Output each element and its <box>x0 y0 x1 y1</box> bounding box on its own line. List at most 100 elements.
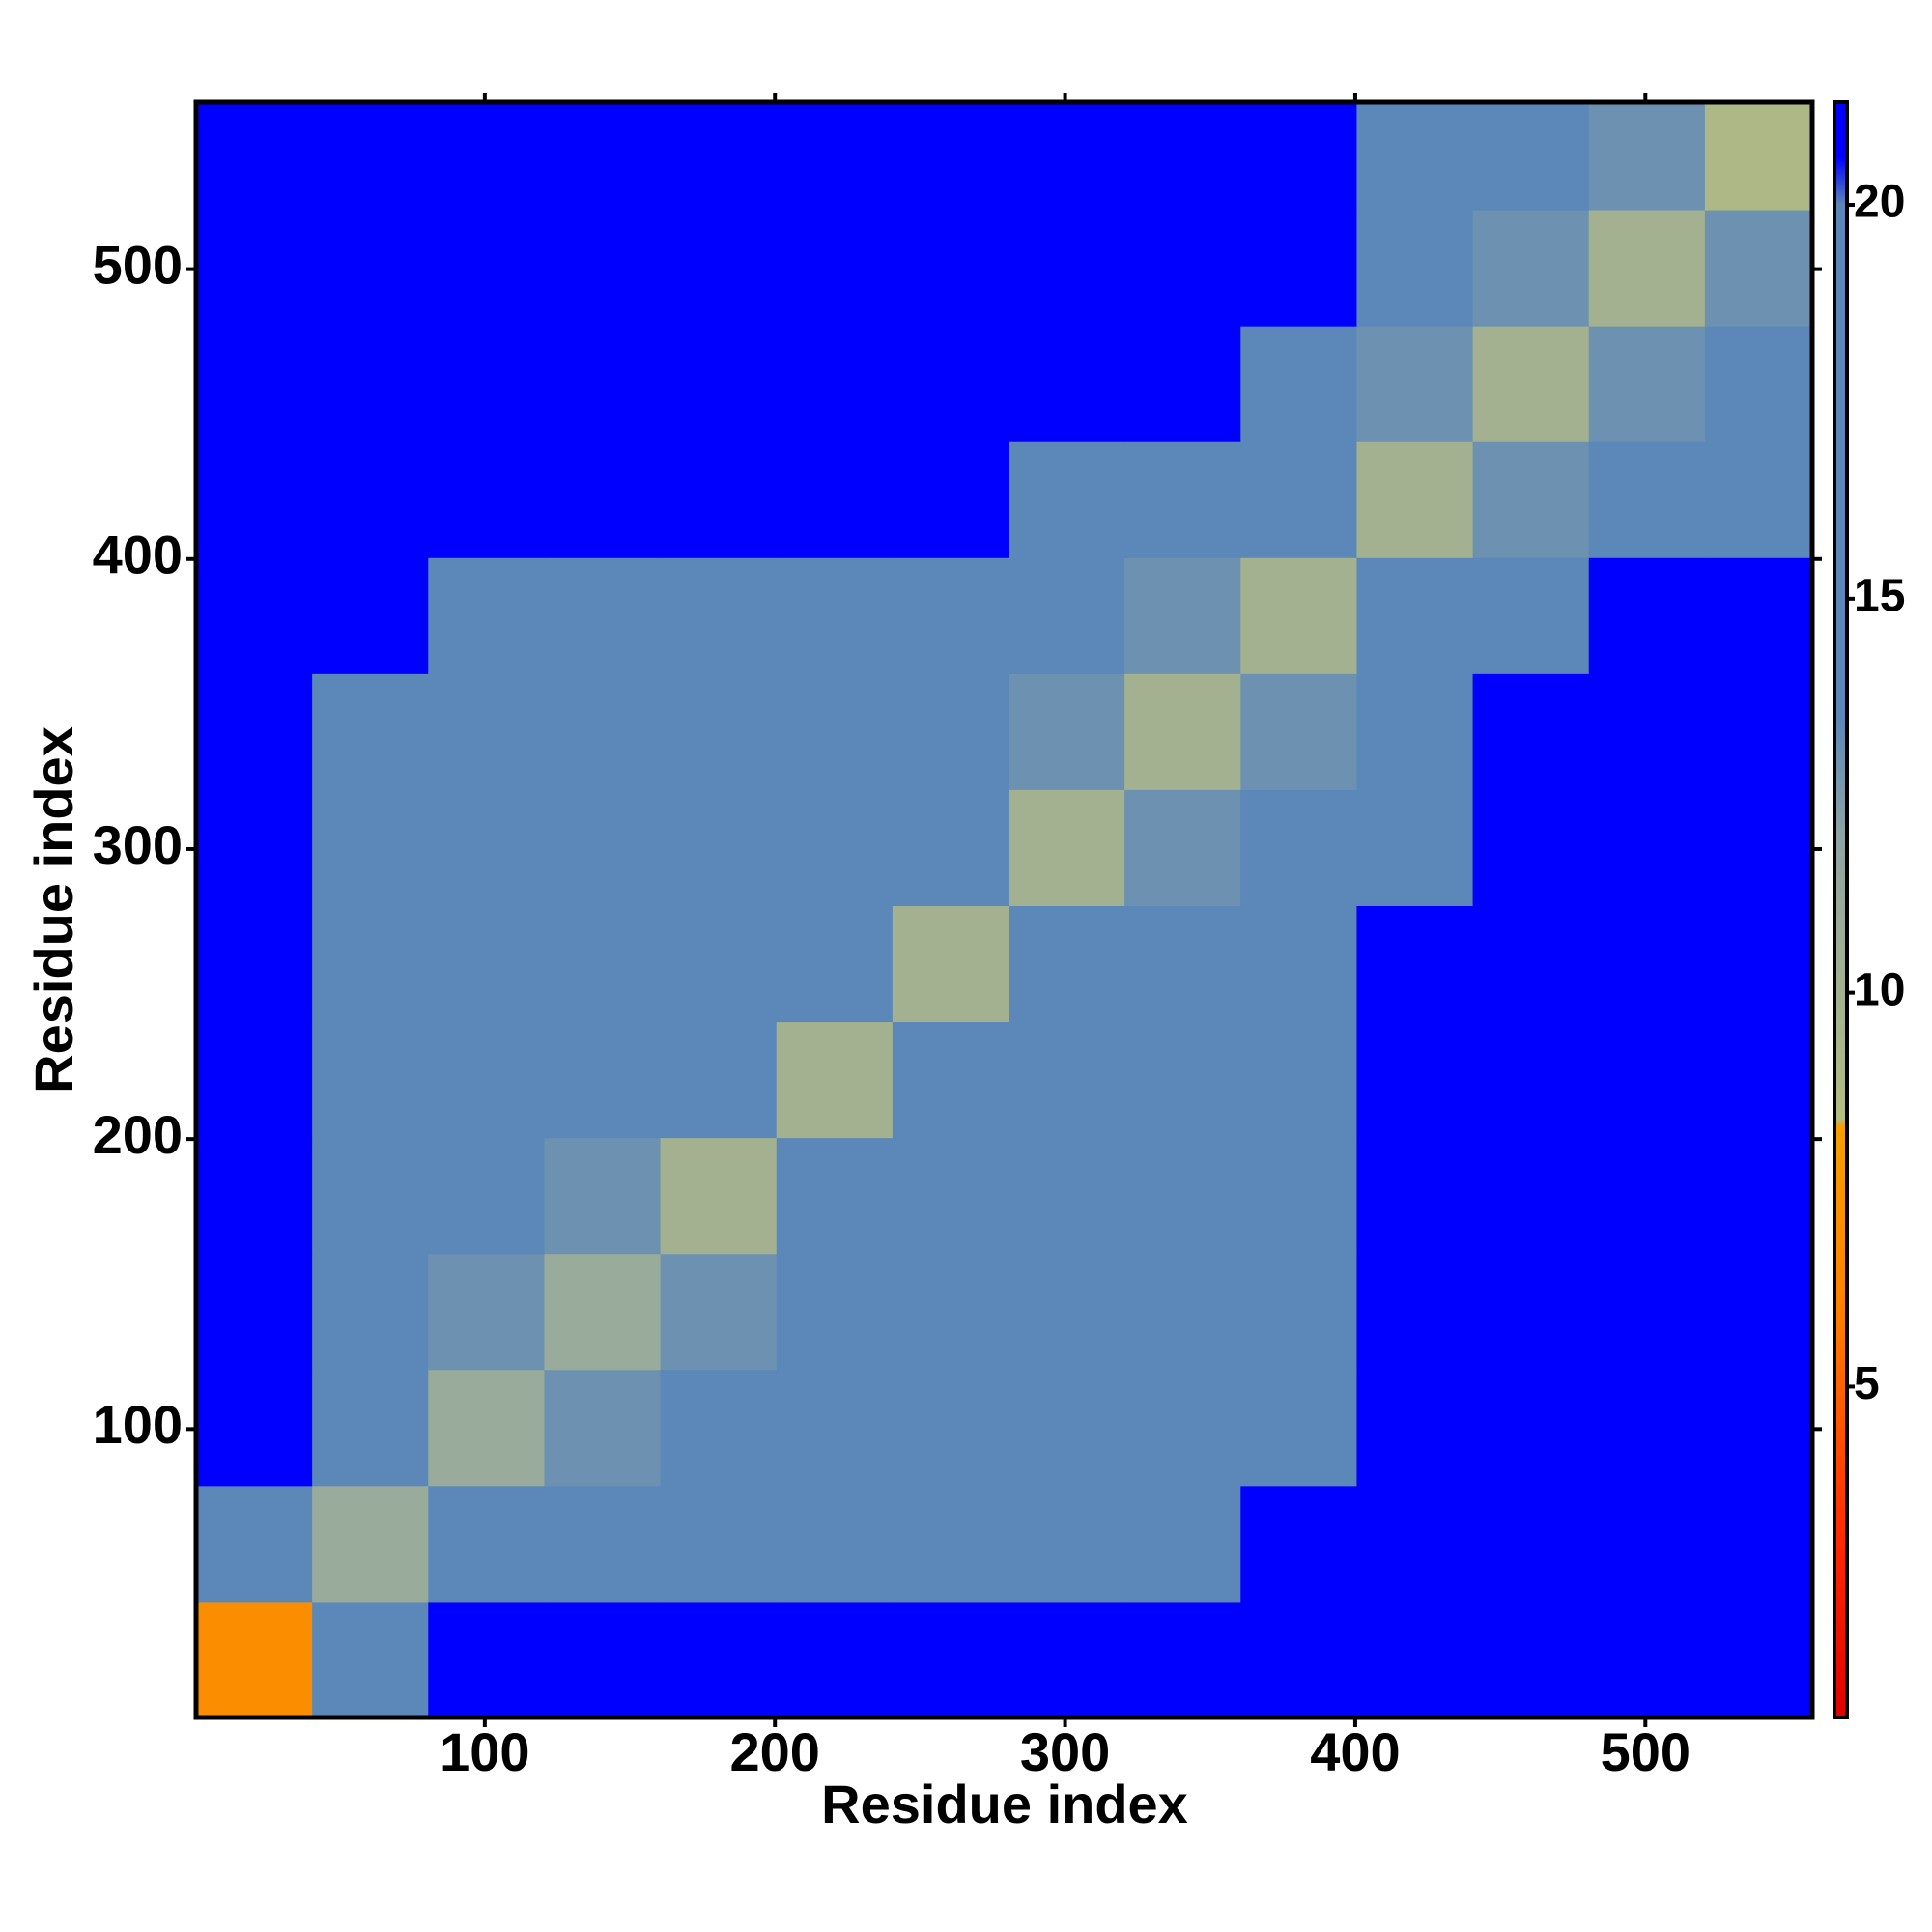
heatmap-cell <box>428 673 545 790</box>
heatmap-cell <box>312 557 429 674</box>
heatmap-cell <box>1124 326 1241 442</box>
heatmap-cell <box>892 326 1009 442</box>
heatmap-cell <box>1356 326 1474 442</box>
heatmap-cell <box>776 557 894 674</box>
heatmap-cell <box>196 441 313 558</box>
heatmap-cell <box>1588 1021 1706 1139</box>
heatmap-cell <box>1124 905 1241 1023</box>
colorbar-tick-label: 5 <box>1854 1358 1880 1409</box>
heatmap-cell <box>544 1137 662 1255</box>
heatmap-cell <box>428 1485 545 1603</box>
heatmap-cell <box>428 557 545 674</box>
heatmap-cell <box>544 1601 662 1719</box>
heatmap-cell <box>428 210 545 327</box>
heatmap-cell <box>1704 1137 1813 1255</box>
heatmap-cell <box>1009 673 1125 790</box>
heatmap-cell <box>1704 557 1813 674</box>
heatmap-cell <box>776 441 894 558</box>
heatmap-cell <box>1588 789 1706 906</box>
heatmap-cell <box>776 102 894 211</box>
heatmap-cell <box>312 1253 429 1371</box>
heatmap-cell <box>1472 326 1590 442</box>
heatmap-cell <box>776 1369 894 1487</box>
heatmap <box>196 102 1813 1719</box>
heatmap-cell <box>544 557 662 674</box>
heatmap-cell <box>196 1485 313 1603</box>
heatmap-cell <box>544 326 662 442</box>
heatmap-cell <box>1009 557 1125 674</box>
heatmap-cell <box>312 326 429 442</box>
heatmap-cell <box>312 1601 429 1719</box>
heatmap-cell <box>428 789 545 906</box>
heatmap-cell <box>1240 326 1357 442</box>
x-tick-label: 200 <box>729 1721 819 1782</box>
heatmap-cell <box>660 789 778 906</box>
y-tick-label: 100 <box>93 1394 183 1455</box>
heatmap-cell <box>1124 789 1241 906</box>
heatmap-cell <box>428 1369 545 1487</box>
heatmap-cell <box>196 1253 313 1371</box>
heatmap-cell <box>892 1369 1009 1487</box>
heatmap-cell <box>660 1021 778 1139</box>
heatmap-cell <box>1009 210 1125 327</box>
heatmap-cell <box>1009 1021 1125 1139</box>
heatmap-cell <box>1704 1601 1813 1719</box>
heatmap-cell <box>660 102 778 211</box>
heatmap-cell <box>660 326 778 442</box>
heatmap-cell <box>544 1369 662 1487</box>
heatmap-cell <box>892 1253 1009 1371</box>
heatmap-cell <box>312 102 429 211</box>
heatmap-cell <box>1124 441 1241 558</box>
heatmap-cell <box>1124 210 1241 327</box>
heatmap-cell <box>196 905 313 1023</box>
heatmap-cell <box>776 1485 894 1603</box>
heatmap-cell <box>660 905 778 1023</box>
x-tick-label: 100 <box>440 1721 529 1782</box>
heatmap-cell <box>1588 326 1706 442</box>
y-axis-title: Residue index <box>23 726 84 1094</box>
heatmap-cell <box>1356 673 1474 790</box>
heatmap-cell <box>1472 789 1590 906</box>
heatmap-cell <box>1588 210 1706 327</box>
heatmap-cell <box>1356 789 1474 906</box>
heatmap-cell <box>1240 441 1357 558</box>
heatmap-cell <box>660 557 778 674</box>
heatmap-cell <box>1124 1485 1241 1603</box>
heatmap-cell <box>1356 557 1474 674</box>
heatmap-cell <box>196 102 313 211</box>
heatmap-cell <box>660 1485 778 1603</box>
heatmap-cell <box>428 905 545 1023</box>
heatmap-cell <box>892 905 1009 1023</box>
x-axis-title: Residue index <box>821 1774 1188 1834</box>
heatmap-cell <box>428 326 545 442</box>
heatmap-cell <box>1588 102 1706 211</box>
heatmap-cell <box>312 1021 429 1139</box>
colorbar <box>1833 100 1849 1719</box>
heatmap-cell <box>1472 557 1590 674</box>
heatmap-cell <box>1009 326 1125 442</box>
heatmap-cell <box>1472 905 1590 1023</box>
heatmap-cell <box>1588 1485 1706 1603</box>
heatmap-cell <box>1009 1485 1125 1603</box>
heatmap-cell <box>776 1021 894 1139</box>
heatmap-cell <box>428 1021 545 1139</box>
heatmap-cell <box>428 1601 545 1719</box>
heatmap-cell <box>1588 441 1706 558</box>
heatmap-cell <box>1009 441 1125 558</box>
x-tick-label: 400 <box>1310 1721 1400 1782</box>
heatmap-cell <box>196 210 313 327</box>
heatmap-cell <box>660 673 778 790</box>
heatmap-cell <box>892 102 1009 211</box>
heatmap-cell <box>428 1137 545 1255</box>
heatmap-cell <box>660 1137 778 1255</box>
heatmap-cell <box>1009 789 1125 906</box>
heatmap-cell <box>1588 1137 1706 1255</box>
heatmap-cell <box>1124 673 1241 790</box>
heatmap-cell <box>1704 1485 1813 1603</box>
heatmap-cell <box>776 1253 894 1371</box>
y-tick-label: 300 <box>93 814 183 875</box>
x-tick-label: 500 <box>1601 1721 1690 1782</box>
heatmap-cell <box>1240 905 1357 1023</box>
heatmap-cell <box>1472 441 1590 558</box>
